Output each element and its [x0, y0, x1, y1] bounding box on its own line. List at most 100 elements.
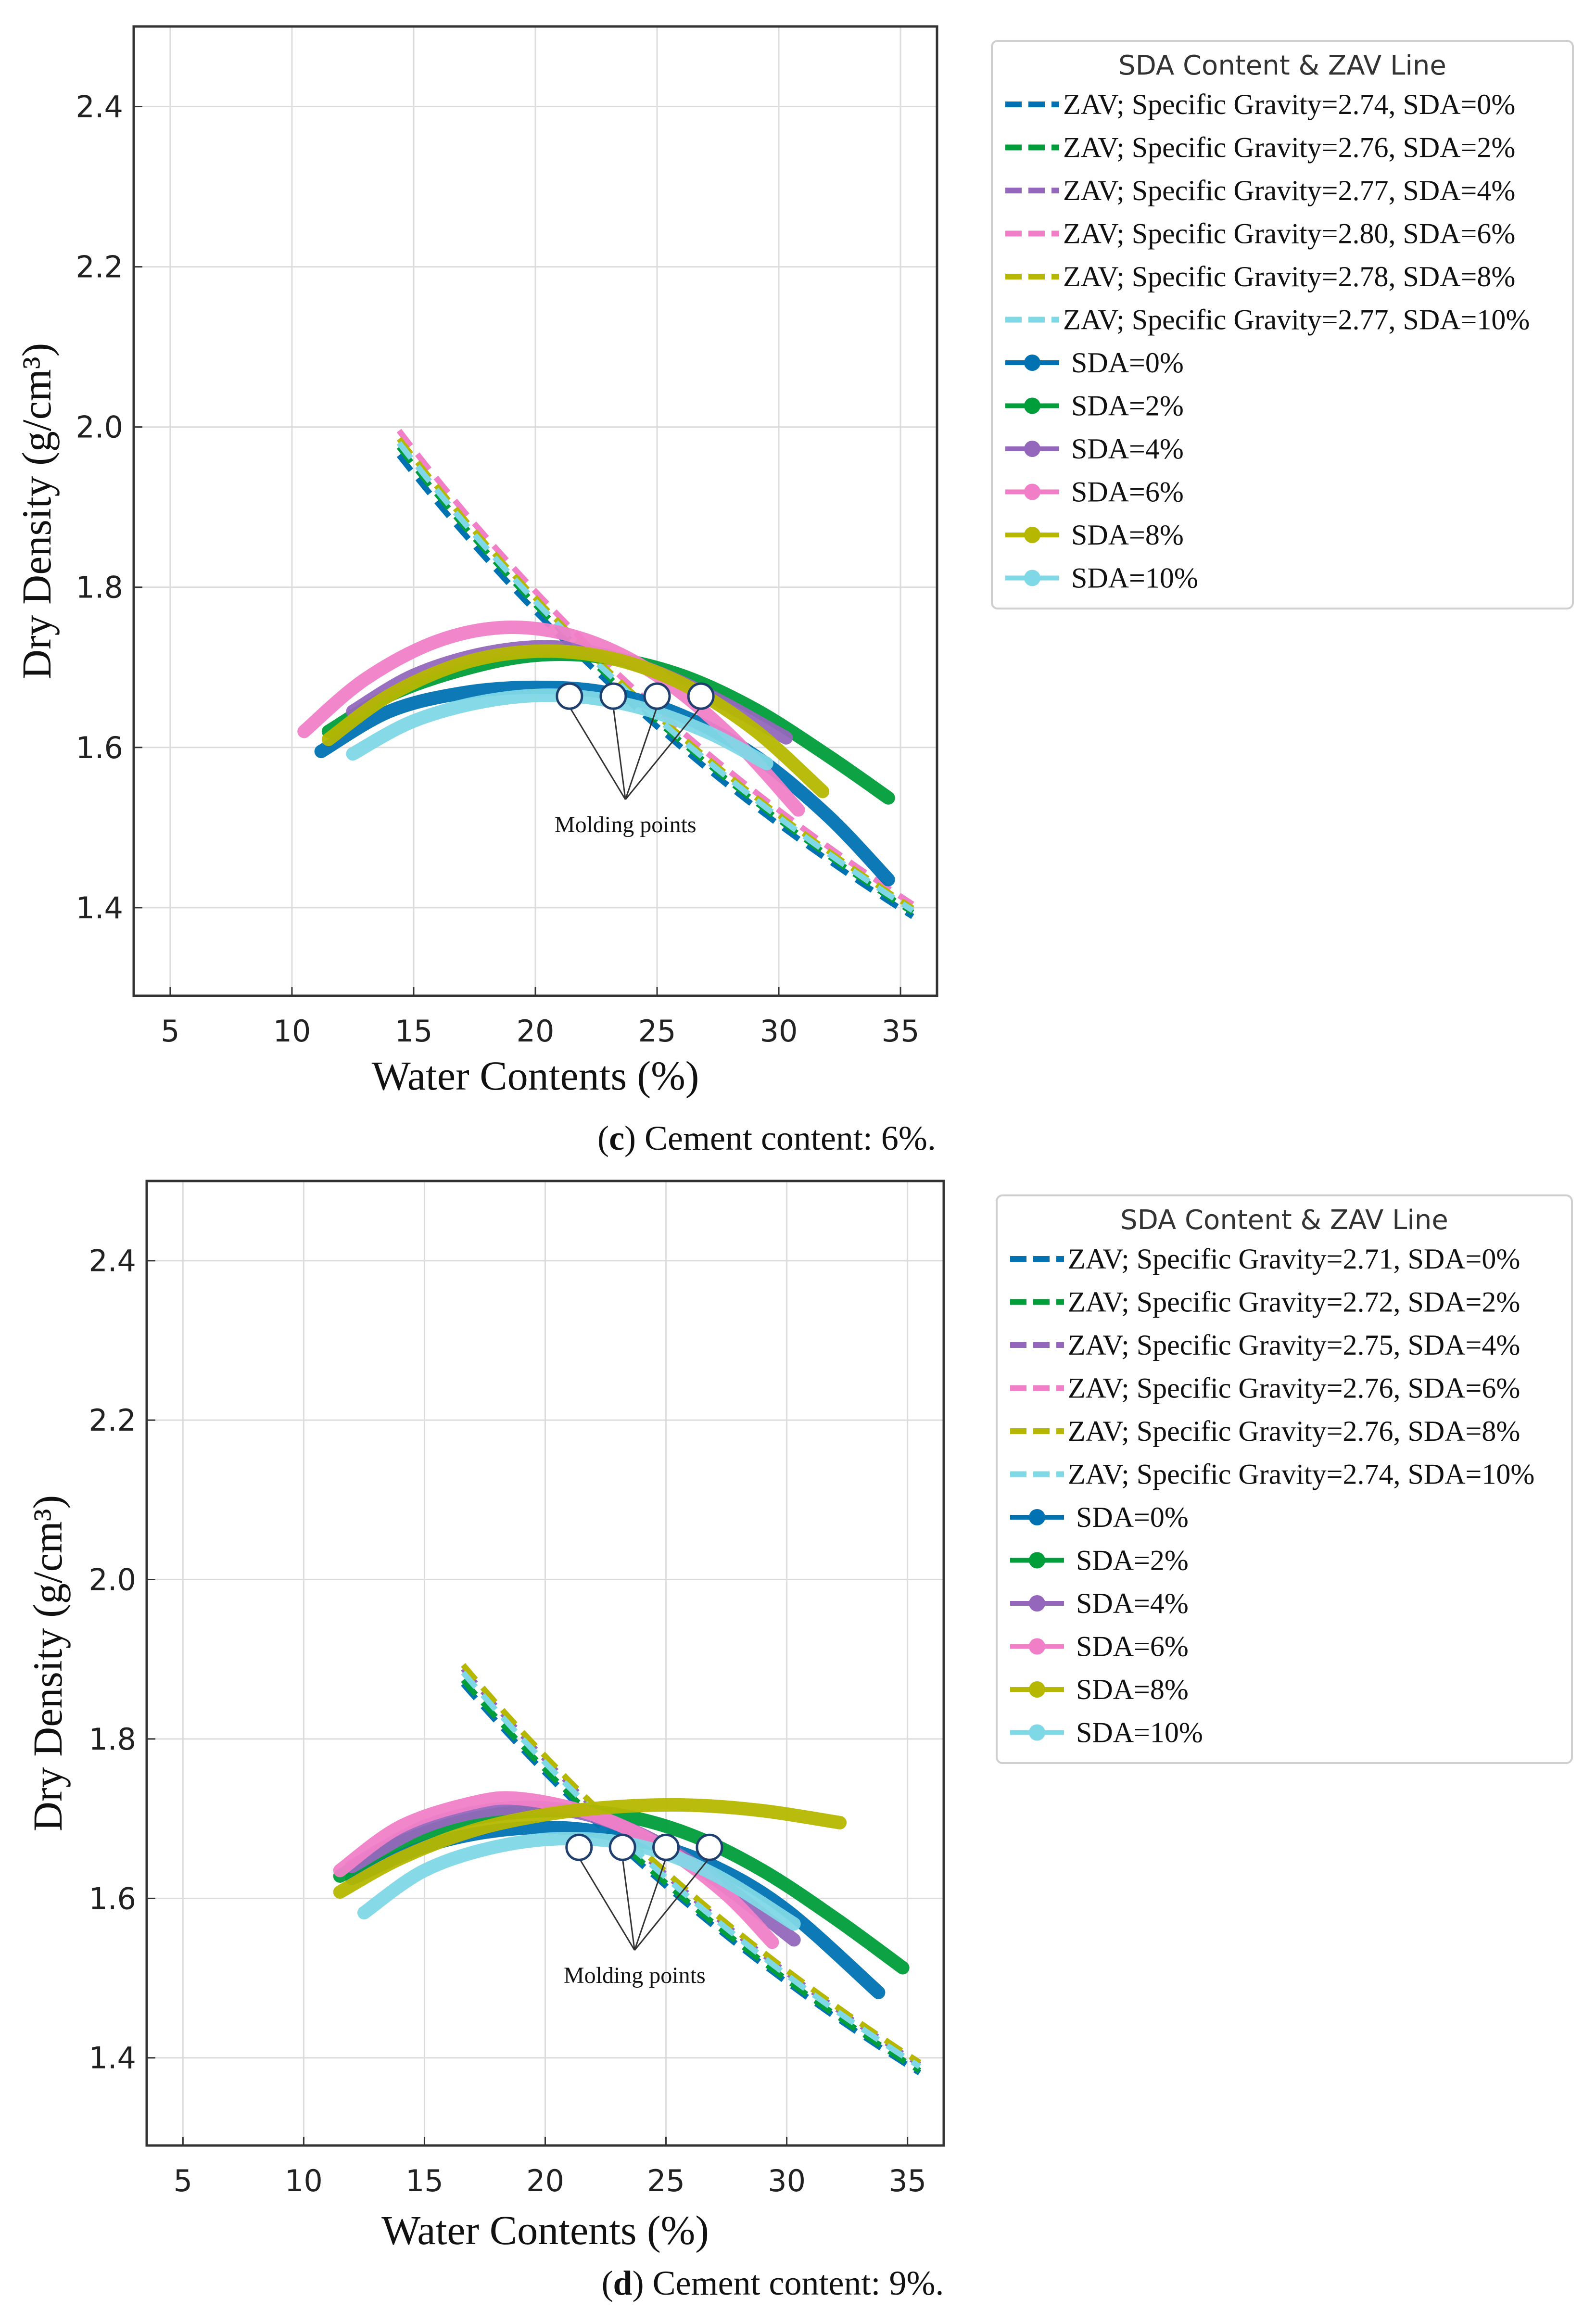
molding-points-label: Molding points: [564, 1963, 706, 1988]
legend-curve-label: SDA=6%: [1071, 476, 1184, 508]
zav-line-3: [396, 429, 914, 907]
legend-curve-marker: [1024, 355, 1040, 371]
legend-zav-label: ZAV; Specific Gravity=2.76, SDA=2%: [1063, 132, 1515, 164]
x-tick-label: 5: [161, 1014, 179, 1049]
legend-box: [996, 1194, 1573, 1764]
legend-curve-marker: [1024, 483, 1040, 500]
annotation-leader-line: [624, 706, 658, 800]
caption-letter: d: [613, 2264, 633, 2302]
y-tick-label: 1.4: [76, 890, 123, 926]
compaction-curve-3: [297, 620, 805, 817]
legend: SDA Content & ZAV Line ZAV; Specific Grav…: [991, 40, 1574, 609]
legend-curve-marker: [1029, 1638, 1045, 1655]
legend-zav-label: ZAV; Specific Gravity=2.78, SDA=8%: [1063, 261, 1515, 292]
molding-points-label: Molding points: [555, 812, 697, 838]
plot-frame: [145, 1180, 945, 2147]
annotation-leader-line: [625, 706, 702, 800]
caption-open-paren: (: [602, 2264, 613, 2302]
molding-point-marker: [556, 682, 583, 710]
annotation-leader-line: [612, 706, 626, 800]
legend-title: SDA Content & ZAV Line: [1118, 50, 1446, 81]
grid-lines: [147, 1181, 944, 2145]
zav-line-0: [396, 453, 914, 919]
legend-zav-label: ZAV; Specific Gravity=2.80, SDA=6%: [1063, 218, 1515, 250]
molding-point-marker: [608, 1833, 636, 1861]
molding-point-marker: [696, 1833, 723, 1861]
x-tick-label: 15: [405, 2163, 443, 2198]
y-tick-label: 2.2: [76, 250, 123, 285]
legend-zav-label: ZAV; Specific Gravity=2.77, SDA=10%: [1063, 304, 1530, 336]
legend-zav-label: ZAV; Specific Gravity=2.77, SDA=4%: [1063, 175, 1515, 206]
x-tick-label: 30: [768, 2163, 806, 2198]
axis-ticks: 5 10 15 20 25 30 35 1.4 1.6 1.8 2.0 2.2 2.4: [89, 1244, 926, 2198]
legend-curve-marker: [1029, 1681, 1045, 1698]
y-axis-label: Dry Density (g/cm³): [25, 1495, 71, 1831]
legend-box: [991, 40, 1574, 609]
axis-ticks: 5 10 15 20 25 30 35 1.4 1.6 1.8 2.0 2.2 2.4: [76, 89, 919, 1049]
compaction-curve-3: [333, 1791, 779, 1949]
annotation-leader-line: [621, 1858, 635, 1951]
legend-curve-label: SDA=0%: [1076, 1501, 1189, 1533]
y-tick-label: 1.8: [89, 1722, 136, 1757]
legend: SDA Content & ZAV Line ZAV; Specific Grav…: [996, 1194, 1573, 1764]
legend-curve-label: SDA=10%: [1071, 562, 1198, 594]
legend-curve-label: SDA=2%: [1071, 390, 1184, 422]
caption-close-paren: ): [624, 1119, 636, 1157]
legend-zav-label: ZAV; Specific Gravity=2.74, SDA=0%: [1063, 89, 1515, 120]
compaction-curve-4: [333, 1798, 847, 1899]
x-tick-label: 5: [174, 2163, 192, 2198]
x-tick-label: 35: [888, 2163, 926, 2198]
legend-curve-marker: [1024, 397, 1040, 414]
y-tick-label: 1.4: [89, 2041, 136, 2076]
y-tick-label: 1.8: [76, 570, 123, 605]
annotation-leader-line: [578, 1857, 635, 1951]
x-tick-label: 15: [395, 1014, 433, 1049]
caption-text: Cement content: 6%.: [636, 1119, 936, 1157]
annotation-leader-line: [634, 1857, 710, 1951]
annotation-leader-line: [633, 1857, 667, 1951]
plot-frame: [132, 25, 938, 997]
legend-curve-marker: [1024, 527, 1040, 543]
chart-panel-d: 5 10 15 20 25 30 35 1.4 1.6 1.8 2.0 2.2 2.4 Molding p…: [0, 1164, 1596, 2323]
legend-curve-label: SDA=2%: [1076, 1545, 1189, 1576]
legend-zav-label: ZAV; Specific Gravity=2.74, SDA=10%: [1068, 1459, 1534, 1490]
legend-curve-label: SDA=8%: [1076, 1674, 1189, 1705]
legend-curve-label: SDA=4%: [1076, 1587, 1189, 1619]
caption-letter: c: [609, 1119, 624, 1157]
y-tick-label: 1.6: [76, 730, 123, 765]
y-tick-label: 2.2: [89, 1403, 136, 1438]
molding-point-marker: [599, 682, 627, 710]
chart-c-svg: 5 10 15 20 25 30 35 1.4 1.6 1.8 2.0 2.2 2.4 Molding p…: [13, 25, 1574, 1157]
plot-area: [297, 429, 914, 919]
annotation-group: Molding points: [555, 682, 715, 838]
legend-curve-label: SDA=0%: [1071, 347, 1184, 379]
caption-close-paren: ): [633, 2264, 644, 2302]
molding-point-marker: [565, 1833, 593, 1861]
x-tick-label: 20: [526, 2163, 564, 2198]
legend-curve-marker: [1029, 1509, 1045, 1525]
x-tick-label: 25: [638, 1014, 676, 1049]
compaction-curve-4: [321, 644, 830, 799]
zav-line-5: [461, 1670, 922, 2069]
legend-curve-label: SDA=10%: [1076, 1717, 1203, 1749]
molding-point-marker: [687, 682, 715, 710]
molding-point-marker: [652, 1833, 680, 1861]
y-tick-label: 2.4: [76, 89, 123, 125]
legend-zav-label: ZAV; Specific Gravity=2.76, SDA=8%: [1068, 1415, 1520, 1447]
x-tick-label: 35: [882, 1014, 920, 1049]
legend-curve-label: SDA=4%: [1071, 433, 1184, 465]
legend-title: SDA Content & ZAV Line: [1120, 1205, 1448, 1236]
y-tick-label: 2.0: [89, 1562, 136, 1598]
legend-zav-label: ZAV; Specific Gravity=2.71, SDA=0%: [1068, 1243, 1520, 1275]
y-tick-label: 2.4: [89, 1244, 136, 1279]
zav-line-1: [461, 1678, 922, 2073]
x-tick-label: 10: [285, 2163, 323, 2198]
annotation-group: Molding points: [564, 1833, 723, 1988]
plot-area: [333, 1663, 922, 2075]
x-tick-label: 30: [760, 1014, 798, 1049]
chart-panel-c: 5 10 15 20 25 30 35 1.4 1.6 1.8 2.0 2.2 2.4 Molding p…: [13, 25, 1574, 1157]
annotation-leader-line: [569, 706, 626, 800]
legend-curve-marker: [1029, 1724, 1045, 1741]
legend-curve-marker: [1024, 570, 1040, 586]
y-tick-label: 1.6: [89, 1881, 136, 1916]
